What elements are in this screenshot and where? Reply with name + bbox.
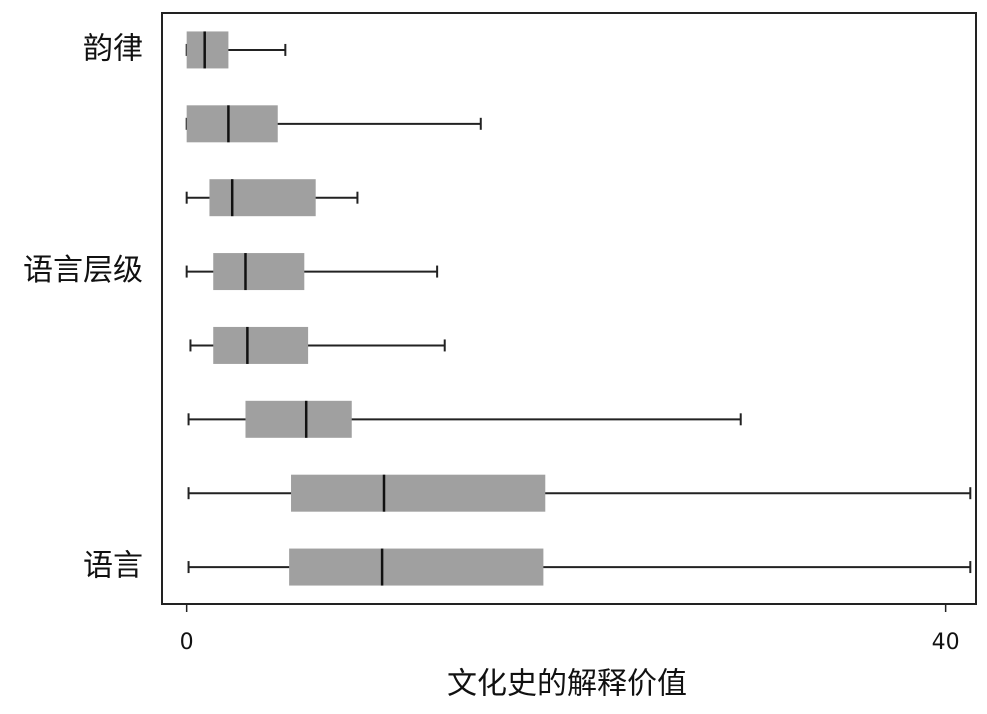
box — [186, 105, 278, 143]
y-tick-label: 语言 — [83, 549, 143, 584]
x-axis-label: 文化史的解释价值 — [447, 667, 687, 702]
box — [291, 474, 546, 512]
plot-frame — [161, 12, 977, 605]
y-tick-label: 韵律 — [83, 31, 143, 66]
x-tick-label: 40 — [932, 630, 960, 655]
box — [186, 31, 229, 69]
x-tick-label: 0 — [180, 630, 194, 655]
box — [209, 179, 316, 217]
box — [245, 400, 352, 438]
box — [213, 326, 309, 364]
box — [289, 548, 544, 586]
box — [213, 253, 305, 291]
y-tick-label: 语言层级 — [23, 253, 143, 288]
